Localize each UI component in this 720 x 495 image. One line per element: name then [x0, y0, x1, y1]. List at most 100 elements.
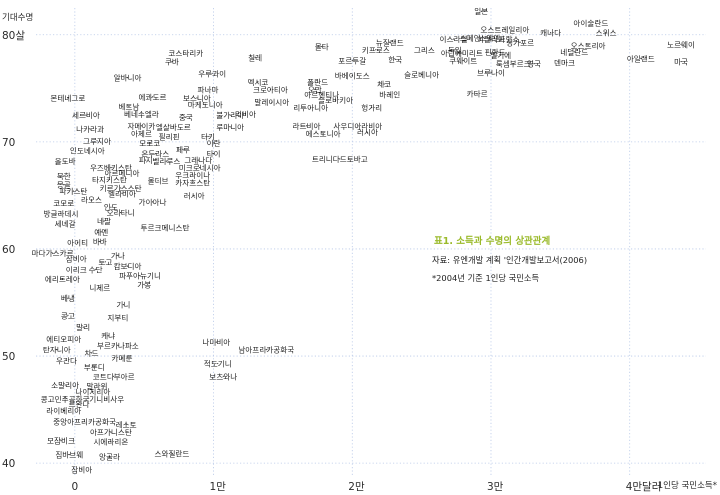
- data-point-label: 방글라데시: [44, 209, 79, 219]
- data-point: 라오스: [81, 196, 102, 205]
- data-point-label: 필리핀: [159, 132, 180, 142]
- data-point: 스와질란드: [154, 449, 189, 459]
- data-point-label: 말레이시아: [254, 97, 289, 107]
- data-point: 카메룬: [112, 354, 133, 363]
- data-point-marker: [110, 166, 112, 169]
- data-point-label: 아일랜드: [627, 53, 655, 63]
- data-point-marker: [366, 131, 369, 133]
- data-point-label: 바바: [93, 236, 107, 246]
- data-point-label: 미크로네시아: [179, 163, 221, 173]
- data-point-marker: [212, 142, 215, 144]
- data-point: 크로아티아: [253, 84, 288, 94]
- data-point-marker: [95, 268, 97, 270]
- data-point: 수단: [89, 264, 103, 274]
- data-point-label: 룩셈부르크: [496, 60, 531, 69]
- data-point-label: 키르기스스탄: [100, 183, 142, 193]
- data-point-label: 라오스: [81, 196, 102, 205]
- data-point-marker: [110, 206, 112, 208]
- data-point: 한국: [388, 55, 402, 64]
- data-point-marker: [81, 468, 83, 471]
- data-point-marker: [99, 240, 101, 243]
- source-note: 자료: 유엔개발 계획 '인간개발보고서(2006): [432, 255, 587, 265]
- data-point: 캄보디아: [114, 261, 142, 271]
- data-point-marker: [185, 52, 187, 54]
- data-point: 가이아나: [139, 197, 167, 207]
- data-point-marker: [207, 88, 209, 90]
- data-point-label: 카타르: [467, 90, 488, 99]
- data-point-marker: [83, 420, 86, 422]
- data-point: 보스니아: [183, 93, 211, 103]
- data-point: 에콰도르: [139, 93, 167, 102]
- data-point-marker: [605, 32, 607, 34]
- data-point-marker: [125, 423, 127, 426]
- data-point: 트리니다드토바고: [312, 154, 368, 164]
- data-point: 영국: [527, 59, 541, 69]
- data-point-label: 베트남: [118, 103, 139, 112]
- data-point-label: 니제르: [89, 284, 110, 293]
- data-point-label: 토고: [98, 258, 112, 267]
- data-point: 적도기니: [204, 359, 232, 369]
- data-point-label: 북한: [57, 172, 71, 181]
- data-point: 파푸아뉴기니: [119, 271, 161, 281]
- data-point: 나미비아: [202, 337, 230, 347]
- data-point-label: 벨리비아: [108, 188, 136, 198]
- data-point: 타지키스탄: [92, 174, 127, 184]
- data-point-label: 포르투갈: [338, 56, 366, 65]
- data-point: 예멘: [94, 227, 108, 237]
- data-point: 루마니아: [216, 122, 244, 132]
- data-point-label: 뉴질랜드: [376, 37, 404, 47]
- data-point: 우루과이: [198, 68, 226, 78]
- data-point-label: 아제르: [131, 128, 152, 138]
- data-point: 잠비아: [66, 254, 87, 264]
- data-point: 보츠와나: [209, 371, 237, 381]
- data-point-label: 세르비아: [72, 110, 100, 120]
- data-point-marker: [480, 10, 482, 12]
- data-point-marker: [63, 175, 65, 177]
- data-point-marker: [67, 297, 69, 299]
- data-point: 파키스탄: [59, 186, 87, 196]
- data-point-label: 리투아니아: [293, 103, 328, 113]
- data-point-marker: [504, 28, 506, 31]
- data-point-label: 러시아: [184, 190, 205, 200]
- data-point-marker: [389, 94, 391, 96]
- data-point: 가봉: [137, 280, 151, 289]
- data-point: 카자흐스탄: [175, 178, 210, 188]
- data-point-label: 슬로바키아: [318, 95, 353, 105]
- data-point-label: 카자흐스탄: [175, 178, 210, 188]
- data-point-marker: [140, 132, 143, 134]
- data-point-label: 그레나다: [184, 156, 212, 165]
- data-point-marker: [257, 81, 259, 83]
- data-point: 인도네시아: [70, 145, 105, 155]
- data-point-label: 에콰도르: [139, 93, 167, 102]
- data-point-label: 네팔: [97, 216, 111, 226]
- data-point: 바레인: [379, 90, 400, 100]
- data-point: 중앙아프리카공화국: [53, 416, 116, 426]
- data-point-label: 피지: [139, 156, 153, 165]
- data-point: 사우디아라비아: [333, 121, 382, 131]
- data-point-label: 아르메니아: [105, 168, 140, 178]
- data-point: 코트디부아르: [93, 371, 135, 381]
- data-point: 필리핀: [159, 132, 180, 142]
- data-point-label: 시에라리온: [93, 438, 128, 447]
- data-point: 일본: [474, 7, 488, 16]
- data-point: 마케도니아: [188, 99, 223, 109]
- data-point-label: 멕시코: [247, 77, 268, 87]
- data-point: 나이지리아: [75, 386, 110, 396]
- data-point: 파나마: [198, 85, 219, 94]
- data-point-marker: [103, 220, 105, 222]
- data-point-marker: [322, 132, 324, 134]
- data-point: 바베이도스: [335, 70, 370, 80]
- data-point-marker: [196, 97, 198, 99]
- data-point-marker: [168, 135, 170, 138]
- data-point-marker: [117, 254, 119, 256]
- data-point: 쿠웨이트: [449, 55, 477, 65]
- data-point: 핀란드: [485, 47, 506, 57]
- x-tick-label: 2만: [348, 481, 365, 493]
- data-point: 베냉: [61, 293, 75, 303]
- data-point-marker: [222, 375, 224, 378]
- data-point: 올도바: [55, 156, 76, 166]
- data-point-label: 페루: [176, 144, 190, 154]
- data-point-label: 라이베리아: [46, 406, 81, 416]
- data-point-marker: [56, 349, 58, 351]
- data-point-marker: [590, 22, 592, 24]
